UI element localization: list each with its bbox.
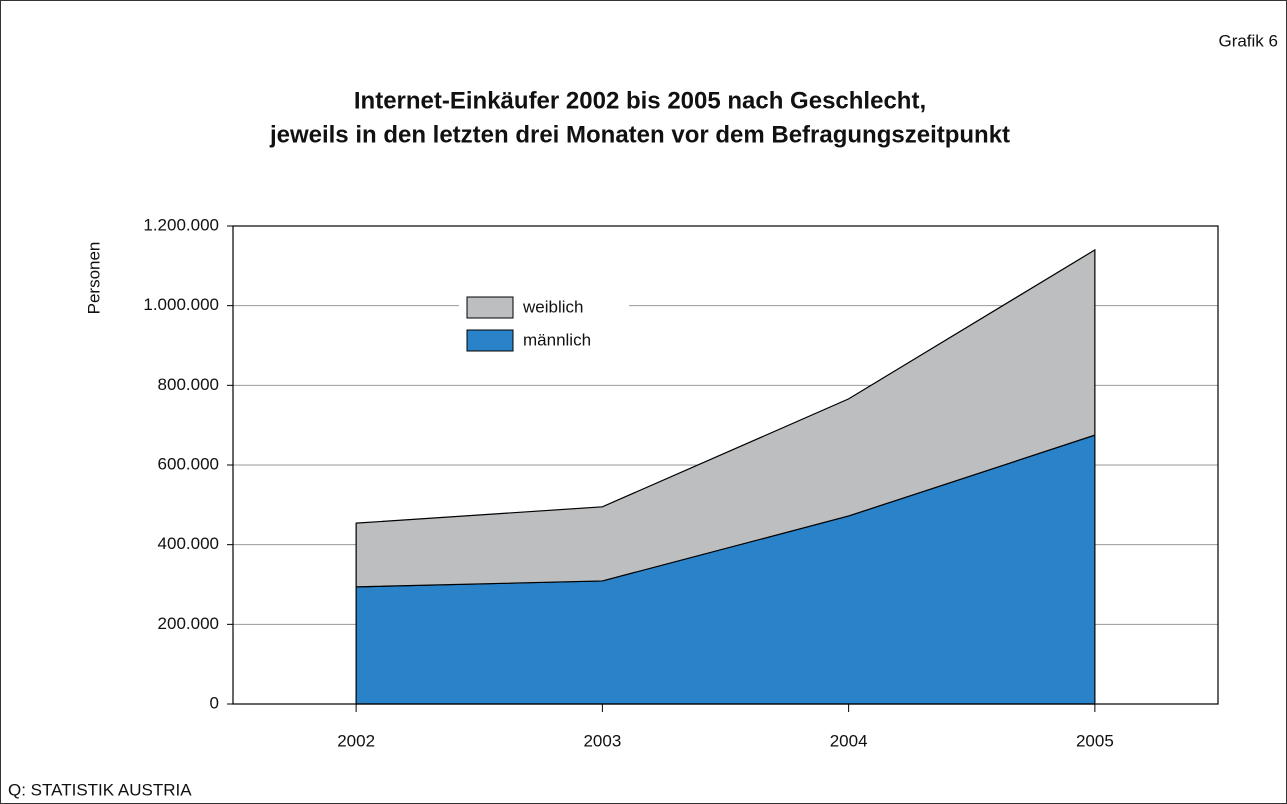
y-tick-label: 600.000 [158,454,219,473]
plot-frame [232,225,1219,705]
legend-label: weiblich [522,297,583,316]
x-tick-label: 2003 [583,731,621,750]
x-tick-label: 2002 [337,731,375,750]
y-tick-label: 1.200.000 [143,215,219,234]
y-axis-label: Personen [84,242,103,315]
source: Q: STATISTIK AUSTRIA [8,780,192,799]
area [355,248,1096,588]
legend-label: männlich [523,330,591,349]
y-tick-label: 400.000 [158,534,219,553]
y-tick-label: 0 [210,693,219,712]
x-tick-label: 2004 [830,731,868,750]
y-tick-label: 1.000.000 [143,295,219,314]
x-tick-label: 2005 [1076,731,1114,750]
y-tick-label: 800.000 [158,375,219,394]
y-tick-label: 200.000 [158,614,219,633]
figure-label: Grafik 6 [1218,31,1278,50]
chart-title: jeweils in den letzten drei Monaten vor … [269,121,1010,148]
legend-swatch [466,296,514,319]
legend-swatch [466,329,514,352]
chart-title: Internet-Einkäufer 2002 bis 2005 nach Ge… [354,87,926,114]
